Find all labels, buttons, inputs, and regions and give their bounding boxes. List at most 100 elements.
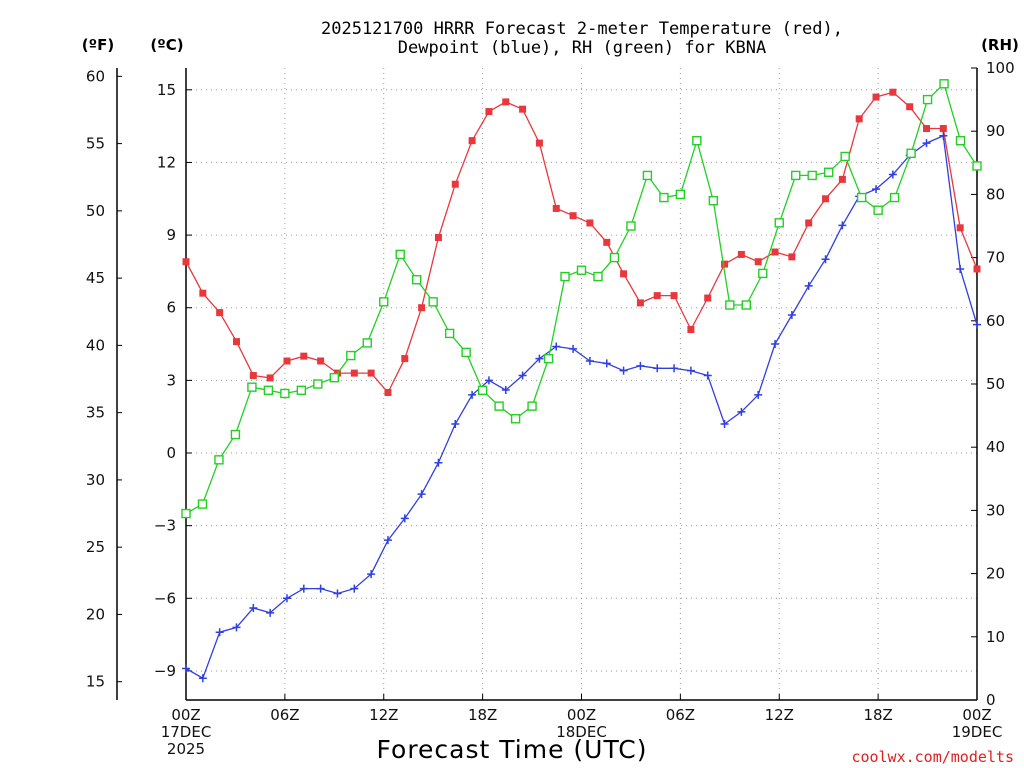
dewpoint-point [956,264,965,273]
temperature-point [199,289,207,297]
rh-point [543,354,554,364]
rh-point [494,401,504,411]
rh-point [181,508,191,519]
dewpoint-point [922,139,931,148]
rh-point [791,170,801,181]
dewpoint-point [636,361,645,370]
temperature-point [266,374,274,382]
rh-point [840,151,850,162]
rh-point [708,196,719,206]
temperature-point [434,234,442,242]
temperature-point [586,219,594,227]
dewpoint-point [686,366,695,375]
temperature-point [636,299,644,307]
rh-point [362,338,372,348]
celsius-tick-label: 15 [157,81,176,99]
x-tick-label: 18Z [468,706,497,724]
temperature-line [185,91,978,394]
dewpoint-point [400,514,409,523]
rh-point [626,221,636,231]
fahrenheit-tick-label: 50 [86,202,105,220]
rh-point [444,328,455,339]
fahrenheit-tick-label: 60 [86,67,105,85]
dewpoint-point [383,536,392,545]
rh-point [807,170,817,181]
rh-point [280,388,290,399]
dewpoint-point [198,674,207,683]
temperature-point [754,258,762,266]
temperature-point [737,250,745,258]
rh-tick-label: 80 [986,185,1005,203]
dewpoint-point [838,221,847,230]
celsius-unit-label: (ºC) [150,36,183,54]
celsius-tick-label: 9 [166,226,176,244]
rh-tick-label: 0 [986,691,996,709]
temperature-point [300,352,308,360]
dewpoint-point [703,371,712,380]
rh-point [741,300,751,310]
dewpoint-point [821,255,830,264]
rh-point [214,455,224,465]
rh-tick-label: 70 [986,249,1005,267]
dewpoint-point [973,320,981,329]
dewpoint-point [367,570,376,579]
temperature-point [939,125,947,133]
temperature-point [216,309,224,317]
chart-title-line1: 2025121700 HRRR Forecast 2-meter Tempera… [321,19,843,39]
dewpoint-point [720,419,729,428]
temperature-point [519,105,527,113]
rh-point [609,252,620,263]
temperature-point [956,224,964,232]
dewpoint-point [670,364,679,373]
rh-point [774,218,784,228]
temperature-point [670,292,678,300]
fahrenheit-tick-label: 20 [86,605,105,623]
x-axis-label: Forecast Time (UTC) [377,735,648,764]
rh-point [395,249,405,260]
temperature-point [182,258,190,266]
fahrenheit-tick-label: 25 [86,538,105,556]
fahrenheit-tick-label: 30 [86,471,105,489]
dewpoint-point [787,310,796,319]
rh-point [263,385,274,396]
dewpoint-point [215,628,224,637]
dewpoint-point [872,185,881,194]
rh-tick-label: 60 [986,312,1005,330]
x-tick-label: 00Z [962,706,991,724]
dewpoint-point [804,281,813,290]
x-tick-label: 12Z [765,706,794,724]
temperature-point [704,294,712,302]
series [181,79,982,683]
dewpoint-point [771,340,780,349]
dewpoint-point [434,458,443,467]
rh-point [856,192,867,203]
rh-tick-label: 30 [986,501,1005,519]
rh-point [412,275,422,285]
dewpoint-point [754,390,763,399]
temperature-point [552,204,560,212]
rh-point [247,382,257,392]
dewpoint-point [417,490,426,499]
temperature-point [653,292,661,300]
temperature-point [838,175,846,183]
dewpoint-point [585,356,594,365]
rh-point [659,192,669,203]
temperature-point [317,357,325,365]
axes: −9 −6 −3 0 3 6 9 12 15 15 20 25 30 35 40 45 50 55 60 0 10 20 3… [86,59,1015,709]
dewpoint-point [316,584,325,593]
temperature-point [620,270,628,278]
celsius-tick-label: 3 [166,371,176,389]
rh-point [642,170,653,181]
rh-point [313,379,323,389]
temperature-point [283,357,291,365]
dewpoint-point [552,342,561,351]
temperature-point [923,125,931,133]
dewpoint-point [939,131,948,140]
temperature-point [973,265,981,273]
fahrenheit-tick-label: 15 [86,673,105,691]
temperature-point [889,88,897,96]
celsius-tick-label: −9 [154,662,176,680]
dewpoint-point [535,354,544,363]
temperature-point [906,103,914,111]
x-tick-label: 17DEC [161,723,212,741]
